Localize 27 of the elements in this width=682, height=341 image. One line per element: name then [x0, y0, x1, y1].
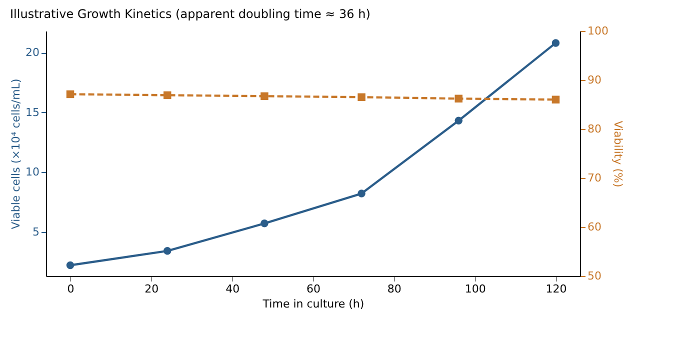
y2-tick-label: 60	[588, 220, 602, 234]
y-tick-label: 15	[26, 106, 40, 119]
y-tick-label: 20	[26, 46, 40, 60]
x-tick-label: 20	[144, 282, 159, 296]
point	[552, 39, 560, 47]
y2-tick-label: 70	[588, 172, 602, 184]
point	[163, 247, 172, 255]
x-tick-label: 100	[464, 282, 486, 296]
y2-tick-label: 90	[588, 74, 602, 86]
x-axis-title: Time in culture (h)	[262, 298, 364, 310]
x-tick-label: 0	[67, 282, 74, 296]
y2-tick-label: 100	[588, 24, 608, 38]
x-tick-label: 40	[226, 282, 240, 296]
x-tick-label: 80	[387, 282, 402, 296]
point	[66, 261, 74, 270]
y-tick-label: 10	[26, 166, 40, 179]
x-tick-label: 120	[546, 282, 567, 296]
y-tick-label: 5	[32, 225, 40, 238]
chart-title: Illustrative Growth Kinetics (apparent doubling time ≈ 36 h)	[10, 7, 370, 21]
point	[454, 116, 463, 124]
y2-tick-label: 80	[588, 122, 602, 136]
point	[358, 190, 366, 198]
point	[260, 220, 268, 228]
y2-tick-label: 50	[588, 270, 602, 282]
y2-axis-title: Viability (%)	[611, 120, 624, 188]
y-axis-title: Viable cells (×10⁴ cells/mL)	[10, 78, 23, 230]
x-tick-label: 60	[306, 282, 320, 296]
